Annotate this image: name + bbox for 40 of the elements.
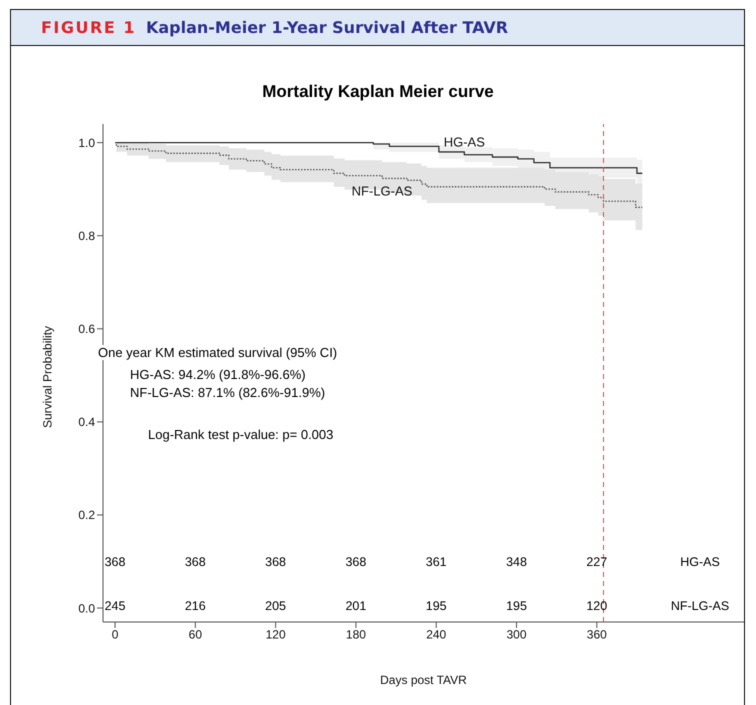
y-tick-label: 1.0 <box>78 136 96 150</box>
annotation: 368 <box>184 555 207 569</box>
x-tick-label: 0 <box>112 628 119 642</box>
y-axis-title: Survival Probability <box>40 326 54 428</box>
annotation: Log-Rank test p-value: p= 0.003 <box>148 427 334 442</box>
x-tick-label: 60 <box>188 628 202 642</box>
x-tick-label: 240 <box>426 628 447 642</box>
annotation: 245 <box>104 599 126 613</box>
annotation: 195 <box>424 599 448 613</box>
x-tick-label: 120 <box>266 628 286 642</box>
y-tick-label: 0.6 <box>78 322 96 336</box>
annotation: 120 <box>585 599 608 613</box>
x-tick-label: 300 <box>506 628 527 642</box>
annotation: NF-LG-AS: 87.1% (82.6%-91.9%) <box>130 385 326 400</box>
annotation: 195 <box>505 599 528 613</box>
y-tick-label: 0.2 <box>78 508 96 522</box>
annotation: NF-LG-AS <box>670 599 730 613</box>
y-tick-label: 0.4 <box>78 415 96 430</box>
annotation: HG-AS: 94.2% (91.8%-96.6%) <box>130 367 306 382</box>
annotation: 205 <box>264 599 288 613</box>
x-tick-label: 180 <box>346 628 366 642</box>
x-axis-title: Days post TAVR <box>380 673 468 687</box>
caption: FIGURE 1 <box>41 18 136 37</box>
annotation: 368 <box>344 555 368 569</box>
annotation: 368 <box>104 555 126 569</box>
annotation: 361 <box>424 555 448 569</box>
x-tick-label: 360 <box>586 628 608 642</box>
chart-title: Kaplan-Meier 1-Year Survival After TAVR <box>146 18 508 37</box>
y-tick-label: 0.8 <box>78 228 96 243</box>
annotation: 348 <box>505 555 528 569</box>
annotation: 368 <box>264 555 288 569</box>
annotation: 201 <box>344 599 368 613</box>
annotation: One year KM estimated survival (95% CI) <box>96 345 340 360</box>
y-tick-label: 0.0 <box>78 601 96 616</box>
series-label: NF-LG-AS <box>352 184 413 199</box>
annotation: HG-AS <box>679 555 721 569</box>
chart-subtitle: Mortality Kaplan Meier curve <box>261 82 495 102</box>
series-label: HG-AS <box>444 134 486 150</box>
annotation: 216 <box>184 599 207 613</box>
annotation: 227 <box>585 555 608 569</box>
